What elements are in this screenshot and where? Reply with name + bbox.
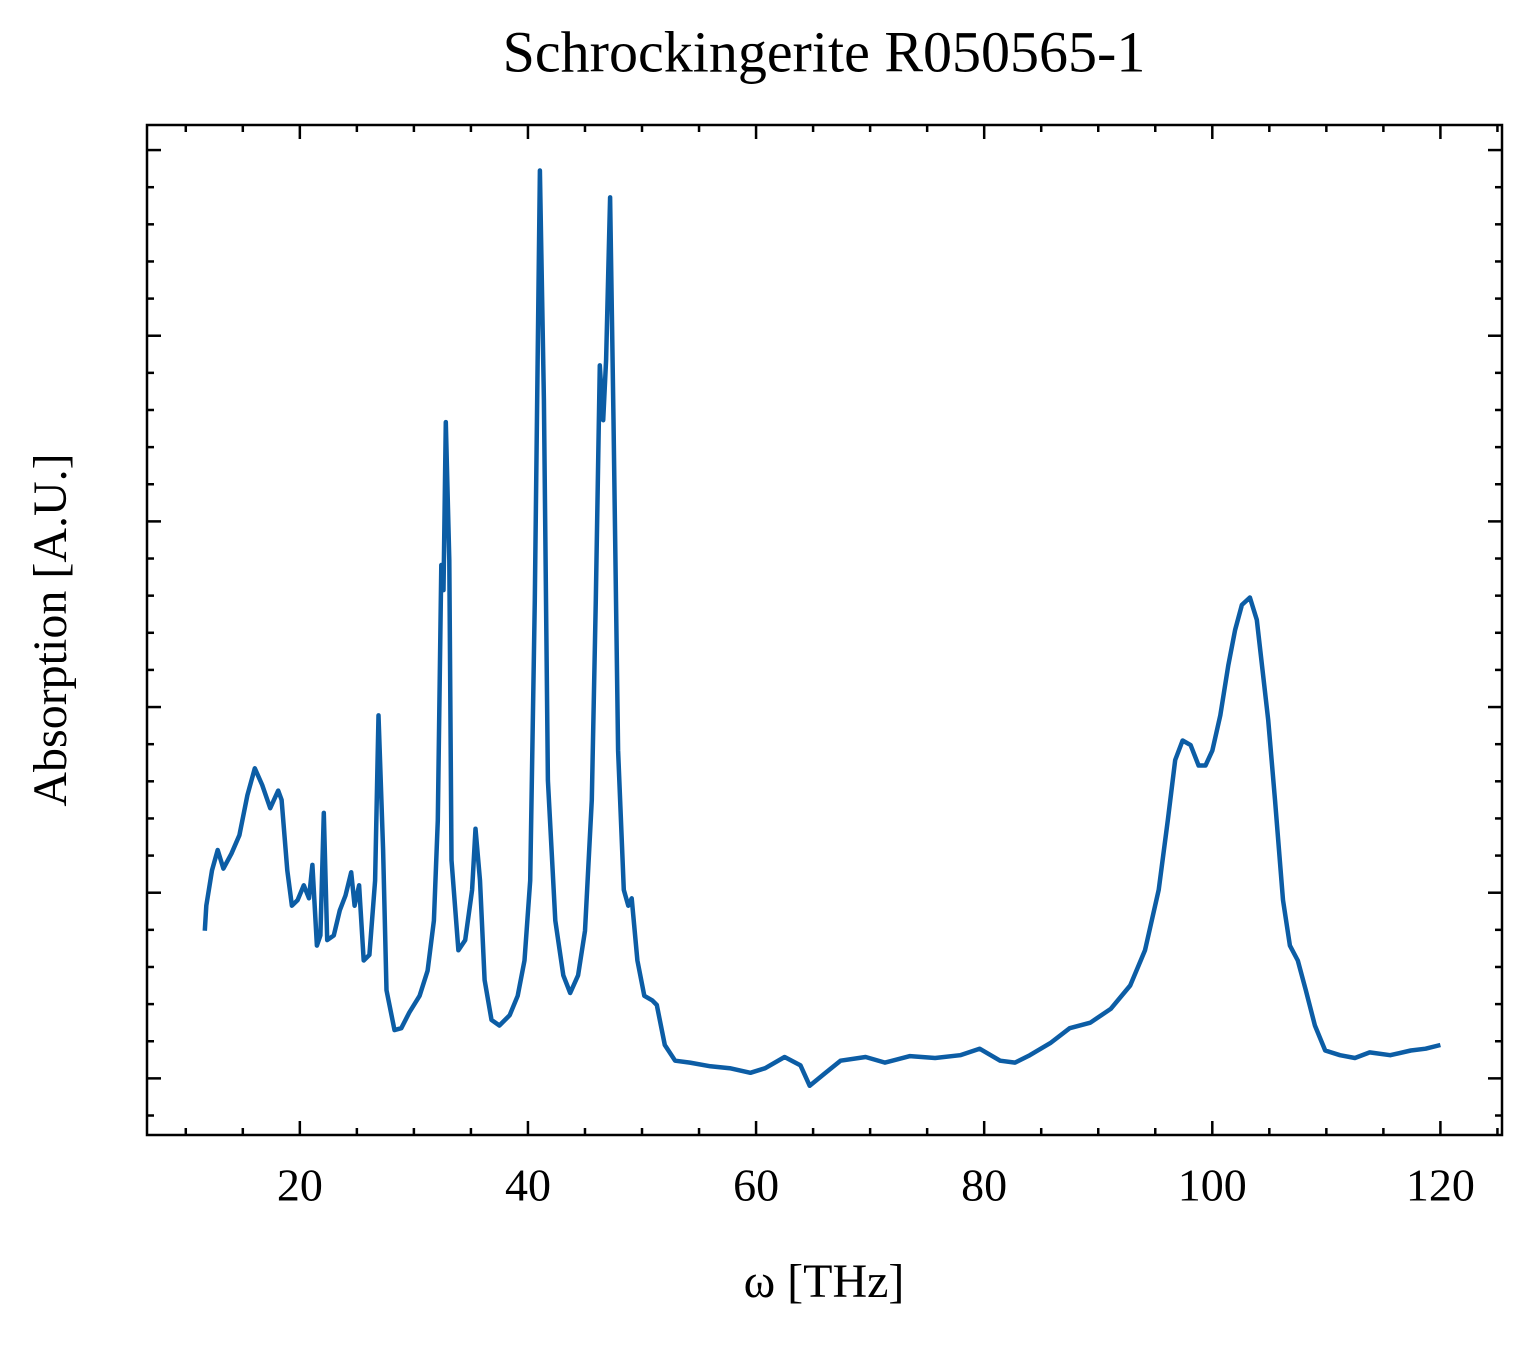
x-axis-label: ω [THz] xyxy=(744,1255,905,1308)
x-tick-label: 60 xyxy=(733,1160,779,1211)
x-tick-label: 40 xyxy=(505,1160,551,1211)
plot-frame xyxy=(145,123,1504,1137)
y-axis-label: Absorption [A.U.] xyxy=(24,453,77,806)
data-line xyxy=(202,168,1441,1089)
x-tick-label: 80 xyxy=(961,1160,1007,1211)
x-tick-label: 120 xyxy=(1406,1160,1475,1211)
x-tick-label: 100 xyxy=(1178,1160,1247,1211)
chart-title: Schrockingerite R050565-1 xyxy=(503,19,1146,84)
x-tick-label: 20 xyxy=(277,1160,323,1211)
